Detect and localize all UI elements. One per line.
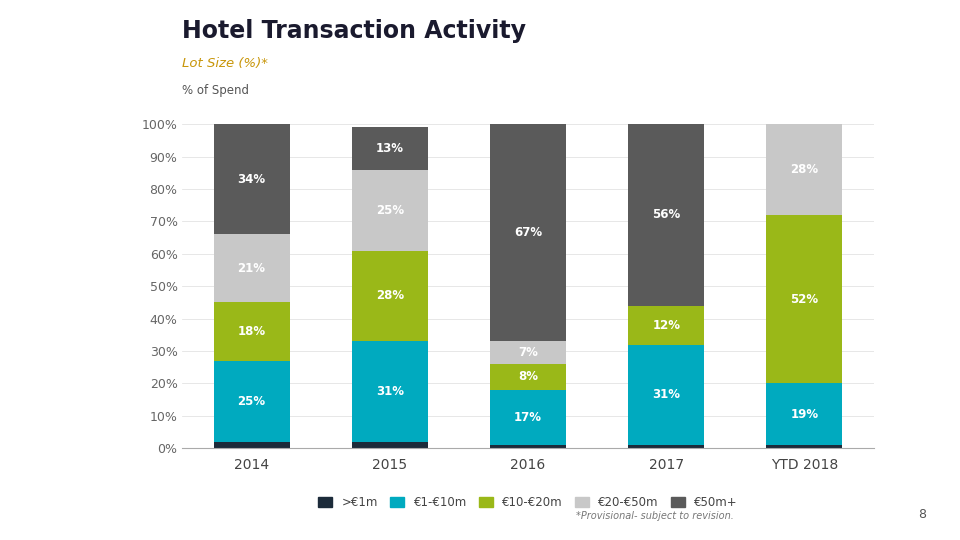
Bar xyxy=(490,390,566,445)
Text: 56%: 56% xyxy=(652,208,681,221)
Text: 52%: 52% xyxy=(790,293,819,306)
Text: 67%: 67% xyxy=(514,226,542,239)
Text: 8%: 8% xyxy=(518,370,538,383)
Bar xyxy=(351,170,428,251)
Bar xyxy=(351,127,428,170)
Text: Lot Size (%)*: Lot Size (%)* xyxy=(182,57,268,70)
Bar xyxy=(213,361,290,442)
Text: 21%: 21% xyxy=(237,262,266,275)
Bar xyxy=(351,341,428,442)
Text: 12%: 12% xyxy=(652,319,681,332)
Text: Hotel Transaction Activity: Hotel Transaction Activity xyxy=(182,19,526,43)
Bar xyxy=(213,302,290,361)
Text: 28%: 28% xyxy=(790,163,819,176)
Text: 31%: 31% xyxy=(652,388,681,401)
Bar xyxy=(213,124,290,234)
Text: 8: 8 xyxy=(919,508,926,521)
Bar xyxy=(766,215,843,383)
Bar xyxy=(213,234,290,302)
Bar xyxy=(213,442,290,448)
Bar xyxy=(766,383,843,445)
Text: *Provisional- subject to revision.: *Provisional- subject to revision. xyxy=(576,511,733,521)
Text: 31%: 31% xyxy=(375,385,404,398)
Bar xyxy=(490,364,566,390)
Bar xyxy=(351,251,428,341)
Text: 25%: 25% xyxy=(375,204,404,217)
Bar xyxy=(351,442,428,448)
Text: 34%: 34% xyxy=(237,173,266,186)
Bar xyxy=(766,124,843,215)
Bar xyxy=(490,124,566,341)
Text: 25%: 25% xyxy=(237,395,266,408)
Text: 19%: 19% xyxy=(790,408,819,421)
Legend: >€1m, €1-€10m, €10-€20m, €20-€50m, €50m+: >€1m, €1-€10m, €10-€20m, €20-€50m, €50m+ xyxy=(314,491,742,514)
Bar xyxy=(490,445,566,448)
Text: 13%: 13% xyxy=(375,142,404,155)
Text: 17%: 17% xyxy=(514,411,542,424)
Text: % of Spend: % of Spend xyxy=(182,84,250,97)
Bar xyxy=(628,124,705,306)
Bar xyxy=(490,341,566,364)
Text: 18%: 18% xyxy=(237,325,266,338)
Bar xyxy=(628,345,705,445)
Bar xyxy=(628,306,705,345)
Bar xyxy=(766,445,843,448)
Text: 7%: 7% xyxy=(518,346,538,359)
Text: 28%: 28% xyxy=(375,289,404,302)
Bar xyxy=(628,445,705,448)
